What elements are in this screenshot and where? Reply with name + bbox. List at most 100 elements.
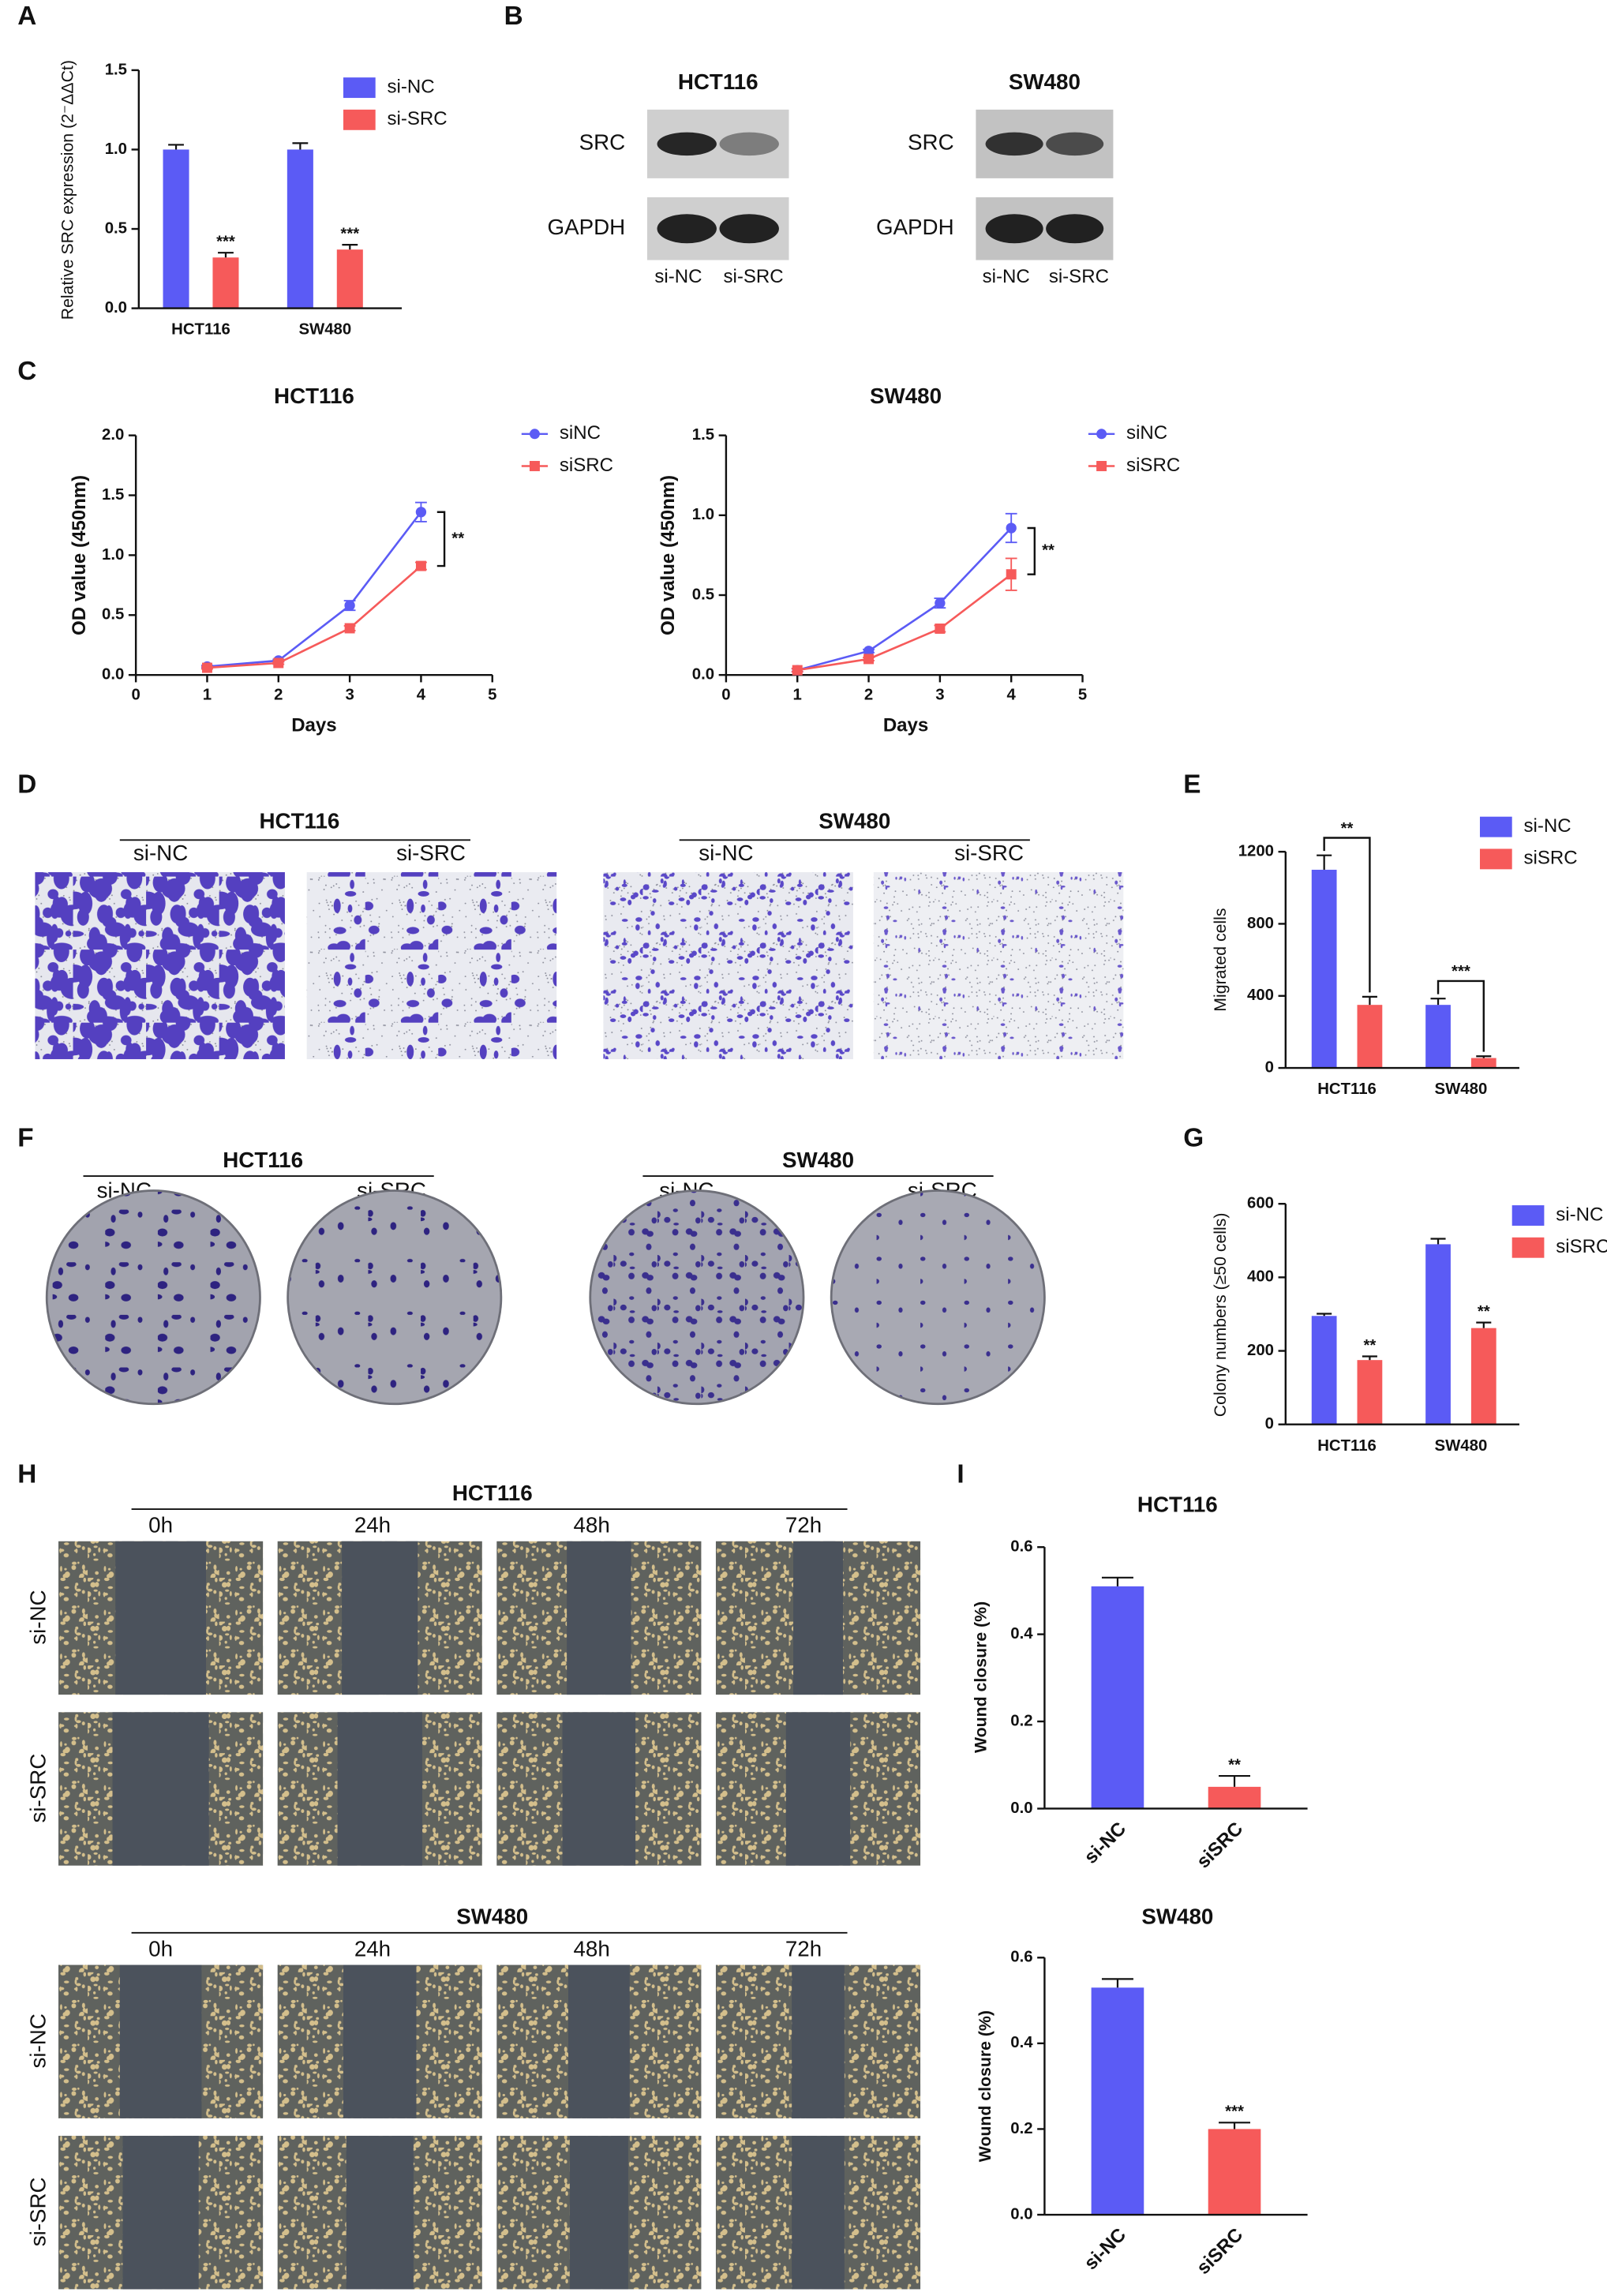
time-label: 72h [785,1513,822,1538]
comparison-bracket [1027,526,1036,575]
series-line [797,573,1012,672]
marker [415,507,427,518]
bar [1425,1244,1451,1425]
legend-label: siSRC [1126,455,1180,476]
x-tick-label: 2 [274,686,283,703]
wound-gap [567,1541,631,1695]
significance-label: *** [1452,963,1470,980]
significance-label: ** [1363,1337,1376,1354]
comparison-bracket [1437,979,1485,1052]
legend-swatch [343,77,376,99]
wound-gap [792,2136,845,2290]
marker [935,624,946,634]
blot-protein: GAPDH [548,215,626,239]
blot-lane: si-SRC [724,266,784,287]
legend-swatch [343,109,376,130]
section-title: SW480 [782,1148,854,1172]
blot-band [1046,214,1104,244]
marker [415,560,426,571]
significance-label: ** [451,530,464,547]
time-label: 24h [354,1513,391,1538]
y-tick-label: 0.5 [102,606,124,624]
panel-label: H [17,1459,36,1489]
panel-label: B [504,2,523,31]
y-axis-label: Relative SRC expression (2⁻ΔΔCt) [58,60,77,320]
marker [863,646,875,657]
section-title: SW480 [456,1905,528,1929]
blot-title: HCT116 [678,69,759,94]
panel-label: E [1183,770,1201,800]
panel-label: D [17,770,36,800]
y-tick-label: 0.6 [1010,1949,1032,1966]
section-title: HCT116 [223,1148,303,1172]
legend-label: siSRC [1523,848,1577,869]
legend-swatch [1511,1205,1545,1226]
bar [212,257,239,309]
wound-gap [342,1541,418,1695]
wound-gap [343,1965,417,2118]
marker [1006,522,1017,534]
marker [273,657,284,669]
x-tick-label: SW480 [298,321,351,339]
y-tick-label: 1.0 [105,140,127,158]
group-label: si-NC [699,841,753,865]
significance-label: *** [340,226,359,243]
y-tick-label: 600 [1247,1195,1274,1212]
colony-dish [589,1189,805,1406]
row-label: si-SRC [25,2177,50,2246]
legend-marker [529,429,540,440]
group-label: si-NC [133,841,188,865]
group-label: si-SRC [396,841,466,865]
bar [336,249,363,309]
bar [163,149,189,309]
y-tick-label: 1200 [1238,843,1274,860]
group-label: si-SRC [954,841,1024,865]
y-tick-label: 0.0 [1010,2205,1032,2223]
legend-swatch [1479,848,1512,870]
x-tick-label: 0 [131,686,140,703]
blot-lane: si-SRC [1049,266,1109,287]
x-tick-label: 3 [935,686,944,703]
y-tick-label: 200 [1247,1342,1274,1359]
wound-gap [569,2136,628,2290]
blot-protein: SRC [579,130,626,155]
legend-label: si-SRC [387,108,447,129]
section-title: HCT116 [452,1481,533,1505]
colony-dish [287,1189,503,1406]
wound-gap [337,1712,422,1866]
colony-dish [45,1189,261,1406]
y-tick-label: 1.0 [692,506,714,523]
y-tick-label: 1.5 [692,426,714,444]
row-label: si-NC [25,1590,50,1644]
comparison-bracket [436,511,446,567]
y-tick-label: 0.4 [1010,1625,1033,1642]
y-tick-label: 0.5 [692,586,714,603]
y-tick-label: 0.0 [1010,1800,1032,1817]
legend-swatch [1511,1237,1545,1258]
bar [1091,1586,1144,1809]
x-tick-label: HCT116 [1317,1081,1377,1098]
wound-gap [115,1541,206,1695]
marker [935,597,946,609]
x-axis-label: Days [291,714,337,736]
wound-gap [785,1712,851,1866]
x-tick-label: SW480 [1435,1081,1488,1098]
legend-label: si-NC [1556,1204,1603,1225]
wound-gap [568,1965,630,2118]
blot-band [985,132,1043,156]
y-tick-label: 0.2 [1010,2120,1032,2137]
bar [1091,1987,1144,2215]
wound-gap [346,2136,414,2290]
y-tick-label: 400 [1247,987,1274,1004]
marker [1006,569,1017,580]
wound-gap [792,1965,845,2118]
y-tick-label: 0.5 [105,219,127,237]
significance-label: ** [1341,820,1354,837]
chart-title: SW480 [870,384,942,408]
x-tick-label: 4 [417,686,426,703]
colony-dish [830,1189,1046,1406]
y-axis-label: Colony numbers (≥50 cells) [1211,1213,1230,1418]
bar [1425,1005,1451,1069]
y-tick-label: 0.0 [105,299,127,316]
